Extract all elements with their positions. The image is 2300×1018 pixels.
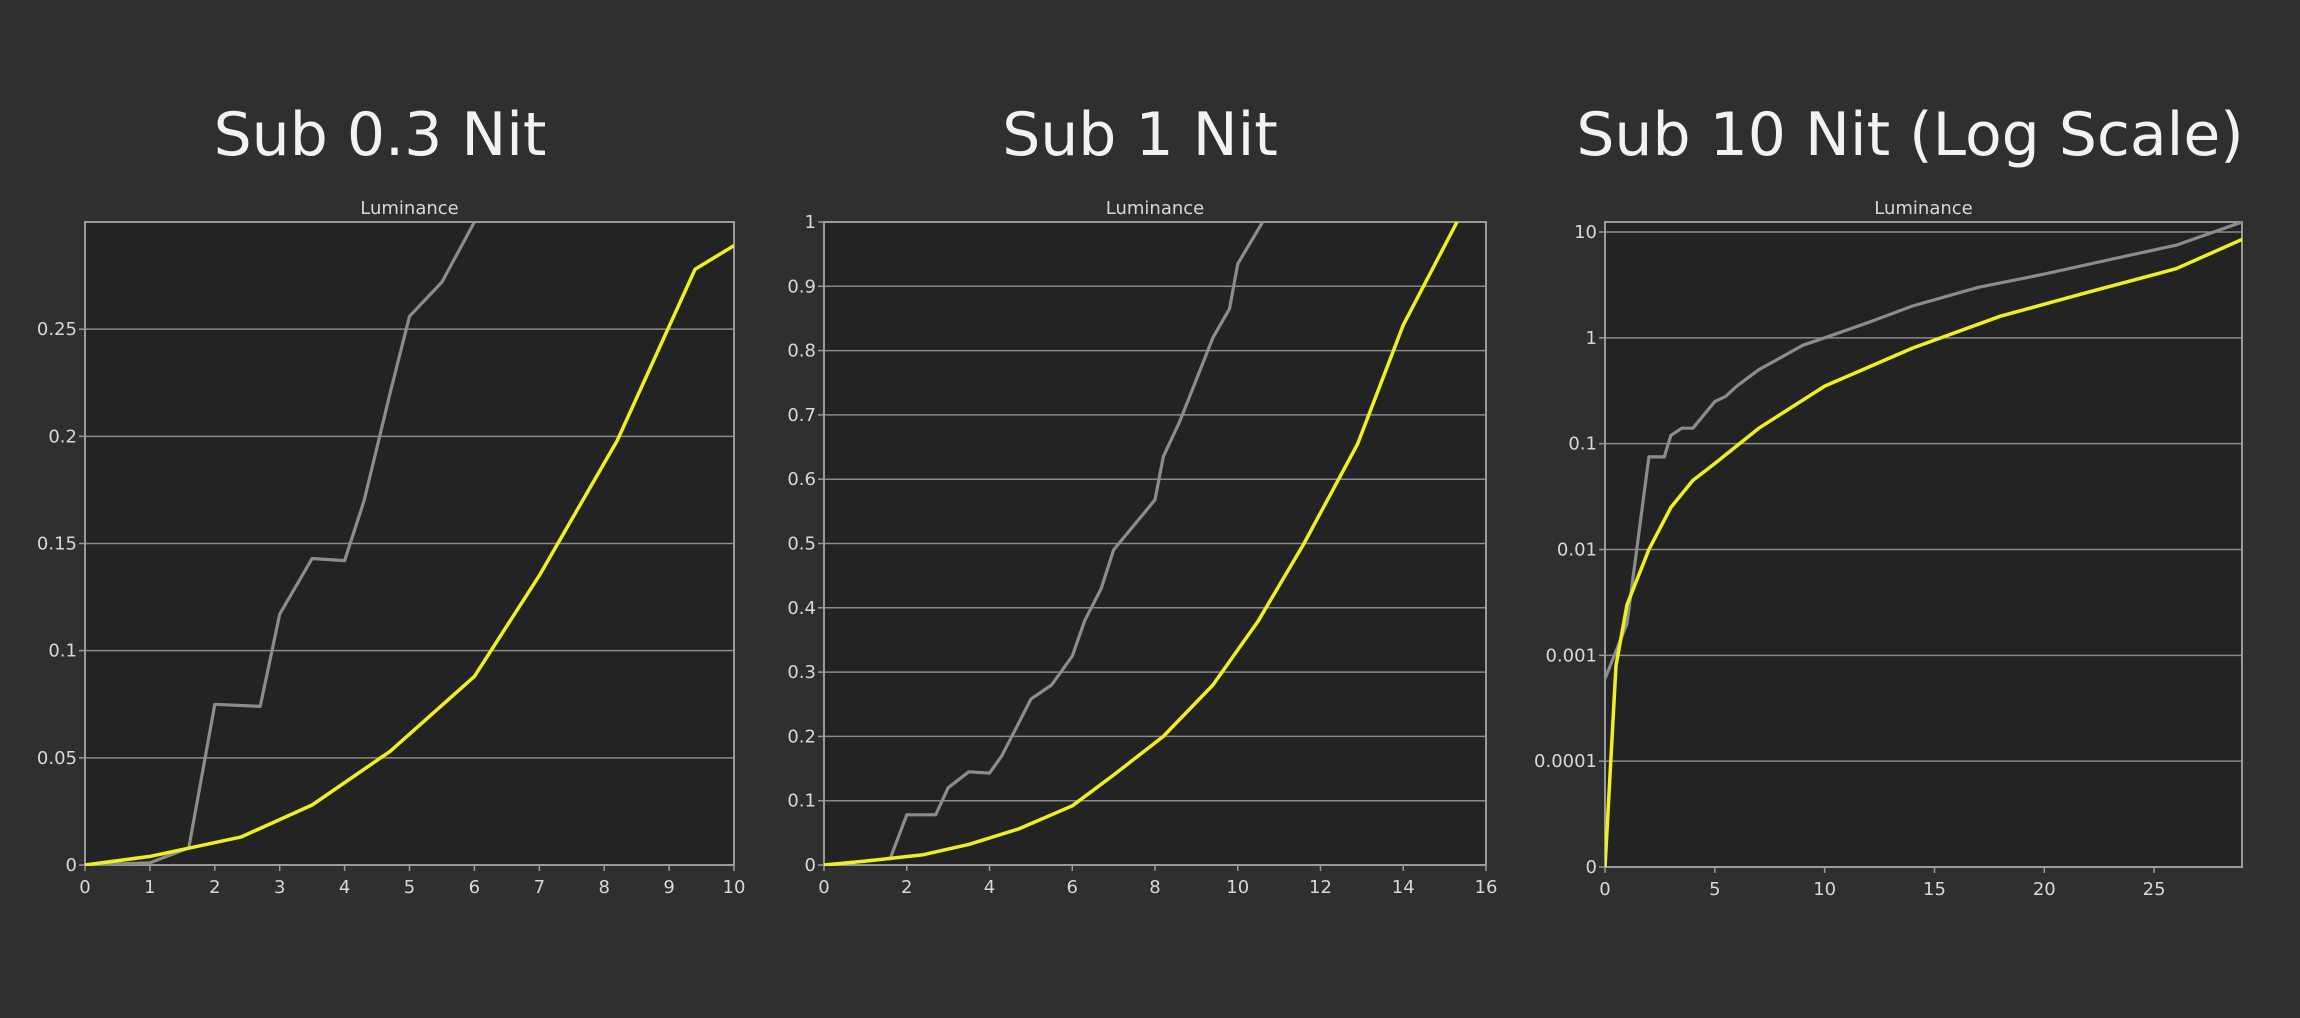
y-tick-label: 0.25 [37,319,77,340]
series-line-yellow [85,244,734,866]
chart-1: 0 0.05 0.1 0.15 0.2 0.25 0 1 2 3 4 5 6 7 8 9 10 Luminance [37,198,746,898]
y-tick-label: 0 [1586,857,1597,878]
x-tick-label: 2 [901,877,912,898]
x-tick-label: 0 [1599,879,1610,900]
y-tick-label: 0.7 [787,405,816,426]
plot-frame [84,221,735,866]
series-line-gray [1605,221,2242,680]
x-tick-label: 10 [1813,879,1836,900]
x-tick-label: 1 [144,877,155,898]
y-tick-label: 0.1 [1568,434,1597,455]
chart-panel-sub-0.3-nit: Sub 0.3 Nit [0,0,760,1018]
x-tick-label: 15 [1923,879,1946,900]
y-tick-label: 0.5 [787,534,816,555]
x-tick-label: 5 [404,877,415,898]
x-tick-label: 9 [663,877,674,898]
plot-area [1605,222,2242,867]
y-tick-label: 0.001 [1545,645,1597,666]
y-tick-label: 0.9 [787,276,816,297]
series-line-yellow [1605,237,2242,868]
chart-panel-sub-1-nit: Sub 1 Nit [760,0,1520,1018]
x-tick-label: 16 [1475,877,1498,898]
y-tick-label: 0.4 [787,598,816,619]
series-line-gray [824,221,1264,866]
x-tick-label: 0 [79,877,90,898]
chart-title: Sub 10 Nit (Log Scale) [1576,100,2244,170]
y-tick-label: 10 [1574,222,1597,243]
x-tick-label: 6 [1067,877,1078,898]
x-tick-label: 25 [2143,879,2166,900]
x-tick-label: 6 [469,877,480,898]
x-tick-label: 10 [1226,877,1249,898]
x-tick-label: 0 [818,877,829,898]
y-tick-label: 0.05 [37,748,77,769]
x-tick-label: 10 [723,877,746,898]
y-tick-label: 0.8 [787,341,816,362]
y-tick-label: 0.3 [787,662,816,683]
y-tick-label: 0.01 [1557,540,1597,561]
series-line-yellow [824,221,1459,866]
y-tick-label: 0.1 [787,791,816,812]
chart-panel-sub-10-nit-log: Sub 10 Nit (Log Scale) [1520,0,2300,1018]
plot-frame [1604,221,2243,868]
x-tick-label: 2 [209,877,220,898]
chart-subtitle: Luminance [360,198,458,219]
x-tick-label: 5 [1709,879,1720,900]
chart-subtitle: Luminance [1874,198,1972,219]
chart-title: Sub 0.3 Nit [213,100,547,170]
x-tick-label: 8 [598,877,609,898]
y-tick-label: 1 [805,212,816,233]
y-tick-label: 0 [805,855,816,876]
x-tick-label: 8 [1149,877,1160,898]
plot-frame [823,221,1487,866]
x-tick-label: 4 [984,877,995,898]
x-tick-label: 14 [1392,877,1415,898]
chart-3: 0 0.0001 0.001 0.01 0.1 1 10 0 5 10 15 20 25 Luminanc… [1534,198,2243,900]
x-tick-label: 12 [1309,877,1332,898]
y-tick-label: 0.6 [787,469,816,490]
y-tick-label: 1 [1586,328,1597,349]
chart-2: 00.10.20.30.40.50.60.70.80.910 2 4 6 8 10 12 14… [787,198,1497,898]
y-tick-label: 0.1 [48,641,77,662]
y-tick-label: 0 [66,855,77,876]
x-tick-label: 20 [2033,879,2056,900]
x-tick-label: 3 [274,877,285,898]
chart-title: Sub 1 Nit [1002,100,1278,170]
y-tick-label: 0.2 [48,426,77,447]
y-tick-label: 0.2 [787,726,816,747]
y-tick-label: 0.15 [37,534,77,555]
chart-subtitle: Luminance [1106,198,1204,219]
y-tick-label: 0.0001 [1534,751,1597,772]
x-tick-label: 7 [534,877,545,898]
x-tick-label: 4 [339,877,350,898]
